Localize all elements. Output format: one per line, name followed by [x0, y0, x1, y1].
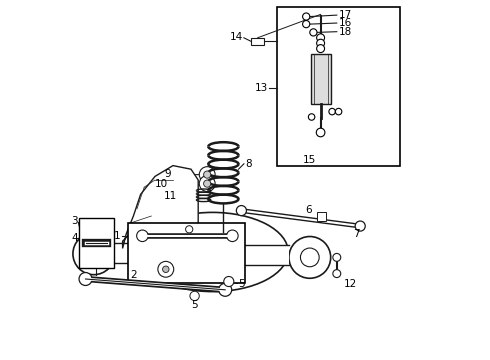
Circle shape	[303, 21, 310, 28]
Text: 1: 1	[114, 231, 121, 241]
Circle shape	[303, 13, 310, 20]
Circle shape	[219, 283, 232, 296]
Circle shape	[317, 45, 324, 53]
Text: 7: 7	[353, 229, 360, 239]
Ellipse shape	[137, 212, 288, 292]
Text: 5: 5	[191, 300, 198, 310]
Polygon shape	[251, 38, 264, 45]
Circle shape	[163, 266, 169, 273]
Circle shape	[300, 248, 319, 267]
Circle shape	[316, 128, 325, 137]
Circle shape	[73, 233, 115, 275]
Circle shape	[335, 108, 342, 115]
Circle shape	[137, 230, 148, 242]
Circle shape	[227, 230, 238, 242]
Circle shape	[199, 176, 215, 192]
Text: 15: 15	[303, 155, 316, 165]
Text: 12: 12	[344, 279, 357, 289]
Text: 4: 4	[71, 233, 77, 243]
Circle shape	[158, 261, 174, 277]
Circle shape	[224, 276, 234, 287]
Circle shape	[333, 253, 341, 261]
Circle shape	[190, 291, 199, 301]
Text: 9: 9	[165, 169, 171, 179]
Text: 11: 11	[163, 191, 176, 201]
Text: 10: 10	[154, 179, 168, 189]
Bar	[277, 7, 400, 166]
Circle shape	[308, 114, 315, 120]
Circle shape	[79, 273, 92, 285]
Text: 13: 13	[255, 83, 269, 93]
Text: 16: 16	[339, 18, 352, 28]
Circle shape	[317, 39, 324, 47]
Bar	[79, 218, 114, 268]
Circle shape	[329, 108, 335, 115]
Circle shape	[199, 167, 215, 183]
Text: 6: 6	[305, 204, 312, 215]
Circle shape	[333, 270, 341, 278]
Text: 17: 17	[339, 10, 352, 20]
Circle shape	[204, 171, 211, 178]
Text: 5: 5	[238, 279, 245, 289]
Circle shape	[289, 237, 331, 278]
Circle shape	[317, 34, 324, 42]
Circle shape	[186, 226, 193, 233]
Circle shape	[204, 180, 211, 187]
Text: 18: 18	[339, 27, 352, 37]
Circle shape	[355, 221, 365, 231]
Bar	[311, 54, 330, 104]
Text: 14: 14	[230, 32, 243, 42]
Text: 3: 3	[71, 216, 77, 226]
Text: 2: 2	[130, 270, 137, 280]
Circle shape	[84, 244, 103, 263]
Circle shape	[236, 206, 246, 216]
Bar	[317, 212, 326, 221]
Text: 8: 8	[245, 159, 252, 169]
Circle shape	[310, 29, 317, 36]
Bar	[128, 223, 245, 283]
Polygon shape	[122, 166, 198, 248]
